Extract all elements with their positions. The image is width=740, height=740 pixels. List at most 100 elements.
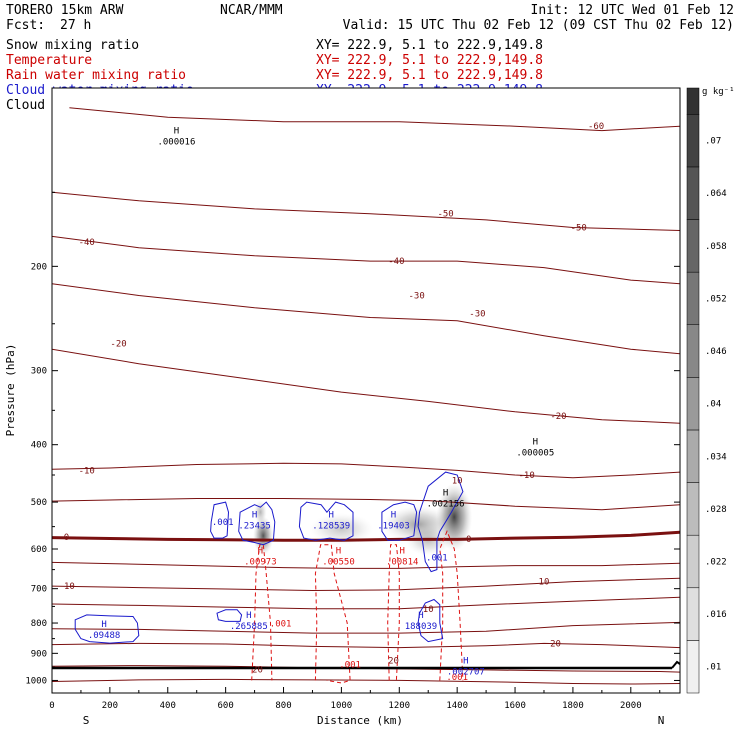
temperature-contour <box>52 498 680 511</box>
terrain-line <box>52 660 681 670</box>
cloud-water-max-value: .19403 <box>377 522 410 532</box>
cloud-water-max-value: 188039 <box>405 622 438 632</box>
rain-max-value: .00550 <box>322 558 355 568</box>
cloud-water-high-marker: H <box>463 657 468 667</box>
y-tick-label: 700 <box>31 585 47 595</box>
temperature-label: 0 <box>466 535 471 545</box>
x-tick-label: 1000 <box>331 701 353 711</box>
cloud-water-high-marker: H <box>246 611 251 621</box>
colorbar-segment <box>686 219 700 273</box>
temperature-label: -40 <box>388 257 404 267</box>
temperature-label: -50 <box>437 210 453 220</box>
colorbar-label: .07 <box>705 137 721 147</box>
temperature-label: -60 <box>588 122 604 132</box>
valid-time: Valid: 15 UTC Thu 02 Feb 12 (09 CST Thu … <box>343 18 734 33</box>
cloud-water-contour <box>381 501 418 541</box>
cloud-water-contour <box>238 501 276 546</box>
cloud-water-max-value: .23435 <box>238 522 271 532</box>
x-tick-label: 2000 <box>620 701 642 711</box>
cloud-water-contour <box>74 614 140 644</box>
y-tick-label: 800 <box>31 619 47 629</box>
cloud-water-high-marker: H <box>443 489 448 499</box>
cloud-water-max-value: .128539 <box>312 522 350 532</box>
temperature-label: -20 <box>550 412 566 422</box>
rain-high-marker: H <box>258 547 263 557</box>
rain-contour-label: .001 <box>339 661 361 671</box>
temperature-label: -20 <box>110 340 126 350</box>
temperature-label: -10 <box>79 466 95 476</box>
temperature-contour <box>52 530 680 542</box>
north-label: N <box>658 714 665 727</box>
cloud-water-contour <box>298 501 354 541</box>
colorbar-label: .058 <box>705 242 727 252</box>
colorbar: .01 .016 .022 .028 .034 .04 .046 .052 .058 .064 .0… <box>686 87 727 694</box>
rain-contour <box>387 544 400 681</box>
colorbar-segment <box>686 640 700 694</box>
x-axis: 0 200 400 600 800 1000 1200 1400 1600 1800 2000 <box>49 687 661 711</box>
rain-max-value: .00973 <box>244 558 277 568</box>
y-tick-label: 200 <box>31 262 47 272</box>
cloud-water-high-marker: H <box>252 511 257 521</box>
cloud-water-contour-label: .001 <box>426 553 448 563</box>
snow-high-marker: H <box>174 126 179 136</box>
cloud-water-contour <box>210 501 230 539</box>
x-tick-label: 1400 <box>446 701 468 711</box>
rain-contour <box>314 544 351 684</box>
temperature-contour <box>52 235 680 285</box>
rain-contour <box>251 544 273 681</box>
forecast-hours: 27 h <box>60 18 91 33</box>
colorbar-segment <box>686 587 700 641</box>
temperature-label: -30 <box>409 292 425 302</box>
snow-max-value: .000016 <box>157 137 195 147</box>
temperature-label: 0 <box>64 533 69 543</box>
colorbar-segment <box>686 534 700 589</box>
temperature-contour <box>52 621 680 634</box>
colorbar-segment <box>686 429 700 483</box>
colorbar-label: .064 <box>705 189 727 199</box>
temperature-contour <box>52 561 680 569</box>
y-tick-label: 900 <box>31 649 47 659</box>
legend-entry-name: Snow mixing ratio <box>6 38 139 53</box>
cloud-water-max-value: .002707 <box>447 668 485 678</box>
x-axis-label: Distance (km) <box>317 714 403 727</box>
cloud-water-contour-label: .001 <box>212 518 234 528</box>
rain-contour-label: .001 <box>270 620 292 630</box>
temperature-contour <box>52 577 680 592</box>
temperature-label: -40 <box>79 238 95 248</box>
colorbar-unit: g kg⁻¹ <box>702 87 735 97</box>
cloud-water-high-marker: H <box>391 511 396 521</box>
temperature-label: -50 <box>571 224 587 234</box>
y-tick-label: 400 <box>31 441 47 451</box>
cloud-water-high-marker: H <box>101 620 106 630</box>
plot-area <box>52 88 680 693</box>
ice-shade-blob <box>253 516 274 556</box>
model-title: TORERO 15km ARW <box>6 3 124 18</box>
x-tick-label: 1200 <box>388 701 410 711</box>
temperature-contour <box>52 642 680 649</box>
legend-entry-coords: XY= 222.9, 5.1 to 222.9,149.8 <box>316 38 543 53</box>
rain-max-value: .00814 <box>386 558 419 568</box>
colorbar-label: .04 <box>705 400 721 410</box>
temperature-contour <box>52 283 680 355</box>
colorbar-label: .022 <box>705 557 727 567</box>
y-tick-label: 600 <box>31 545 47 555</box>
colorbar-segment <box>686 87 700 115</box>
colorbar-segment <box>686 271 700 325</box>
plot-frame <box>51 87 681 694</box>
colorbar-segment <box>686 324 700 378</box>
x-tick-label: 1800 <box>562 701 584 711</box>
colorbar-label: .046 <box>705 347 727 357</box>
legend-entry-coords: XY= 222.9, 5.1 to 222.9,149.8 <box>316 53 543 68</box>
legend-entry-coords: XY= 222.9, 5.1 to 222.9,149.8 <box>316 68 543 83</box>
cloud-water-high-marker: H <box>329 511 334 521</box>
temperature-contours <box>52 107 680 685</box>
y-tick-label: 1000 <box>25 676 47 686</box>
x-tick-label: 200 <box>102 701 118 711</box>
cloud-water-contour <box>417 471 464 573</box>
snow-high-marker: H <box>533 437 538 447</box>
y-axis-label: Pressure (hPa) <box>4 344 17 437</box>
cloud-water-high-marker: H <box>418 611 423 621</box>
temperature-label: 10 <box>539 578 550 588</box>
